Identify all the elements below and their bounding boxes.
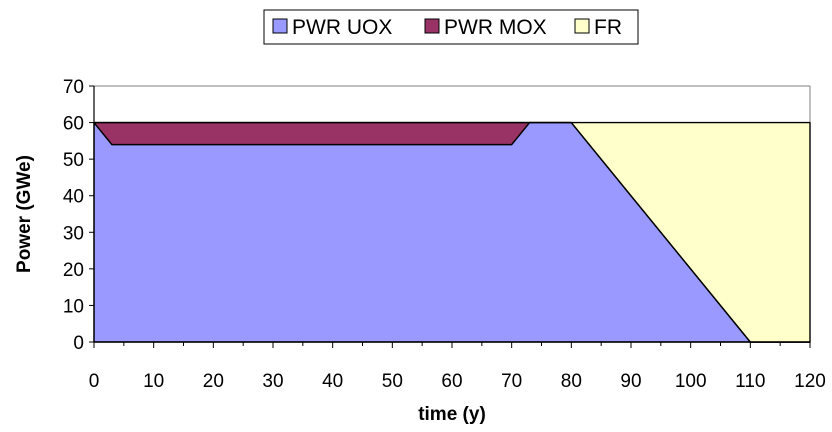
legend-label: PWR MOX <box>444 16 547 39</box>
x-tick-label: 70 <box>501 371 522 392</box>
x-tick-label: 110 <box>735 371 765 392</box>
x-tick-label: 80 <box>561 371 582 392</box>
x-tick-label: 50 <box>382 371 403 392</box>
x-tick-label: 90 <box>620 371 641 392</box>
x-axis-title: time (y) <box>418 404 486 425</box>
x-tick-label: 120 <box>794 371 826 392</box>
legend-label: PWR UOX <box>292 16 392 39</box>
x-tick-label: 20 <box>203 371 224 392</box>
y-tick-label: 20 <box>63 260 84 281</box>
x-tick-label: 60 <box>441 371 462 392</box>
y-tick-label: 10 <box>63 296 84 317</box>
legend-label: FR <box>594 16 622 39</box>
x-tick-label: 100 <box>675 371 707 392</box>
x-tick-label: 40 <box>322 371 343 392</box>
area-fr <box>93 121 811 343</box>
y-tick-label: 70 <box>63 77 84 98</box>
y-tick-label: 50 <box>63 150 84 171</box>
y-tick-label: 60 <box>63 114 84 135</box>
y-tick-label: 40 <box>63 187 84 208</box>
x-tick-label: 0 <box>89 371 100 392</box>
x-tick-label: 10 <box>143 371 164 392</box>
series-areas <box>93 121 811 343</box>
y-axis-title: Power (GWe) <box>14 155 35 273</box>
legend-swatch <box>574 18 590 34</box>
y-tick-label: 30 <box>63 223 84 244</box>
x-tick-label: 30 <box>262 371 283 392</box>
legend: PWR UOX PWR MOX FR <box>263 9 639 45</box>
axes: 0 10 20 30 40 50 60 70 0 10 20 30 40 50 60 70 80 90 100 110… <box>63 77 826 392</box>
legend-swatch <box>424 18 440 34</box>
y-tick-label: 0 <box>73 333 84 354</box>
legend-swatch <box>272 18 288 34</box>
